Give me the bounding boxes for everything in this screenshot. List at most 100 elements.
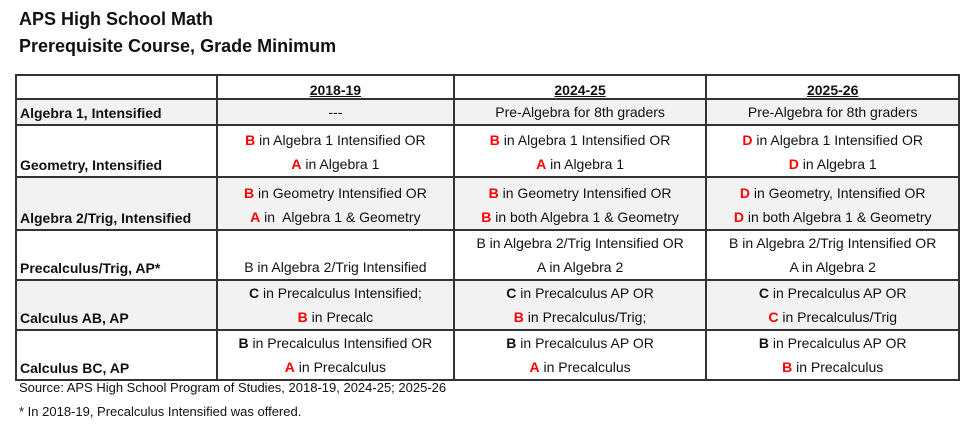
course-name: Calculus AB, AP xyxy=(15,279,218,331)
requirement-text: in Algebra 1 & Geometry xyxy=(260,209,421,225)
requirement-cell: C in Precalculus Intensified; B in Precal… xyxy=(216,279,455,331)
requirement-cell: B in Algebra 2/Trig Intensified xyxy=(216,229,455,281)
requirement-line: B in Precalculus AP OR xyxy=(710,331,955,355)
grade-letter: A xyxy=(291,156,302,172)
grade-letter: B xyxy=(244,259,254,275)
requirement-line: C in Precalculus/Trig xyxy=(710,305,955,329)
requirement-cell: B in Geometry Intensified OR B in both Al… xyxy=(452,176,708,231)
grade-letter: B xyxy=(481,209,492,225)
requirement-line: A in Precalculus xyxy=(221,355,450,379)
grade-letter: C xyxy=(506,285,517,301)
requirement-text: in Precalculus xyxy=(792,359,884,375)
requirement-cell: B in Geometry Intensified OR A in Algebra… xyxy=(216,176,455,231)
title-line-2: Prerequisite Course, Grade Minimum xyxy=(19,36,337,56)
grade-letter: B xyxy=(297,309,308,325)
requirement-text: in Precalculus AP OR xyxy=(769,285,907,301)
requirement-line: D in Geometry, Intensified OR xyxy=(710,181,955,205)
requirement-text: in Geometry Intensified OR xyxy=(254,185,427,201)
grade-letter: B xyxy=(488,185,499,201)
requirement-cell: B in Algebra 2/Trig Intensified OR A in A… xyxy=(452,229,708,281)
header-row: 2018-19 2024-25 2025-26 xyxy=(15,74,960,100)
requirement-text: in Precalculus AP OR xyxy=(769,335,907,351)
requirement-text: in Algebra 1 Intensified OR xyxy=(752,132,923,148)
footnote: * In 2018-19, Precalculus Intensified wa… xyxy=(19,404,302,419)
requirement-cell: D in Geometry, Intensified OR D in both A… xyxy=(705,176,960,231)
requirement-text: in Precalculus/Trig; xyxy=(523,309,647,325)
requirement-cell: B in Precalculus AP OR A in Precalculus xyxy=(452,329,708,381)
requirement-text: in Algebra 2/Trig Intensified OR xyxy=(485,235,684,251)
grade-letter: A xyxy=(250,209,261,225)
requirement-text: in Precalculus Intensified; xyxy=(259,285,422,301)
grade-letter: D xyxy=(742,132,753,148)
grade-letter: A xyxy=(536,156,547,172)
requirement-line: B in Precalculus xyxy=(710,355,955,379)
requirement-line: B in Geometry Intensified OR xyxy=(458,181,703,205)
requirement-line: A in Algebra 1 & Geometry xyxy=(221,205,450,229)
course-name: Geometry, Intensified xyxy=(15,124,218,178)
requirement-cell: C in Precalculus AP OR C in Precalculus/T… xyxy=(705,279,960,331)
grade-letter: A xyxy=(529,359,540,375)
requirement-text: in Precalculus AP OR xyxy=(516,335,654,351)
table-row: Calculus AB, AP C in Precalculus Intensif… xyxy=(15,279,960,331)
requirement-line: A in Algebra 2 xyxy=(458,255,703,279)
page-title: APS High School Math Prerequisite Course… xyxy=(19,6,336,60)
grade-letter: B xyxy=(476,235,486,251)
requirement-line: B in Algebra 1 Intensified OR xyxy=(221,128,450,152)
requirement-line: D in Algebra 1 Intensified OR xyxy=(710,128,955,152)
requirement-line: B in Algebra 1 Intensified OR xyxy=(458,128,703,152)
requirement-text: Pre-Algebra for 8th graders xyxy=(747,104,918,120)
requirement-text: in Precalculus xyxy=(539,359,631,375)
requirement-line: B in Geometry Intensified OR xyxy=(221,181,450,205)
requirement-line: B in Precalculus Intensified OR xyxy=(221,331,450,355)
requirement-text: in Precalculus AP OR xyxy=(516,285,654,301)
requirement-text: in Algebra 1 xyxy=(798,156,877,172)
table-row: Calculus BC, AP B in Precalculus Intensif… xyxy=(15,329,960,381)
requirement-line: B in Algebra 2/Trig Intensified OR xyxy=(710,231,955,255)
requirement-line: A in Algebra 1 xyxy=(221,152,450,176)
requirement-text: in both Algebra 1 & Geometry xyxy=(491,209,679,225)
table-row: Geometry, Intensified B in Algebra 1 Inte… xyxy=(15,124,960,178)
requirement-line: C in Precalculus AP OR xyxy=(710,281,955,305)
grade-letter: D xyxy=(739,185,750,201)
course-name: Precalculus/Trig, AP* xyxy=(15,229,218,281)
requirement-line: --- xyxy=(221,100,450,124)
header-2025-26: 2025-26 xyxy=(705,74,960,100)
requirement-text: in Algebra 2/Trig Intensified OR xyxy=(738,235,937,251)
requirement-line: C in Precalculus AP OR xyxy=(458,281,703,305)
requirement-line: B in Precalculus/Trig; xyxy=(458,305,703,329)
requirement-cell: Pre-Algebra for 8th graders xyxy=(452,98,708,126)
header-2018-19: 2018-19 xyxy=(216,74,455,100)
requirement-cell: Pre-Algebra for 8th graders xyxy=(705,98,960,126)
requirement-text: in both Algebra 1 & Geometry xyxy=(743,209,932,225)
requirement-line: D in both Algebra 1 & Geometry xyxy=(710,205,955,229)
requirement-text: in Algebra 2 xyxy=(798,259,876,275)
prerequisite-table: 2018-19 2024-25 2025-26 Algebra 1, Inten… xyxy=(15,74,960,381)
requirement-line: B in Precalc xyxy=(221,305,450,329)
requirement-line: A in Precalculus xyxy=(458,355,703,379)
requirement-text: in Algebra 1 Intensified OR xyxy=(255,132,426,148)
requirement-text: in Algebra 1 xyxy=(301,156,380,172)
header-blank xyxy=(15,74,218,100)
requirement-line: Pre-Algebra for 8th graders xyxy=(710,100,955,124)
grade-letter: C xyxy=(768,309,779,325)
requirement-text: in Precalc xyxy=(307,309,374,325)
grade-letter: A xyxy=(284,359,295,375)
requirement-text: in Algebra 2 xyxy=(545,259,624,275)
requirement-text: Pre-Algebra for 8th graders xyxy=(495,104,665,120)
requirement-line: A in Algebra 1 xyxy=(458,152,703,176)
requirement-cell: B in Precalculus AP OR B in Precalculus xyxy=(705,329,960,381)
requirement-line: B in Algebra 2/Trig Intensified OR xyxy=(458,231,703,255)
requirement-line: A in Algebra 2 xyxy=(710,255,955,279)
header-2024-25: 2024-25 xyxy=(452,74,708,100)
requirement-text: in Precalculus Intensified OR xyxy=(248,335,433,351)
requirement-cell: --- xyxy=(216,98,455,126)
requirement-line: B in both Algebra 1 & Geometry xyxy=(458,205,703,229)
grade-letter: B xyxy=(513,309,524,325)
requirement-text: in Geometry Intensified OR xyxy=(498,185,672,201)
requirement-text: --- xyxy=(328,104,343,120)
table-row: Precalculus/Trig, AP* B in Algebra 2/Trig… xyxy=(15,229,960,281)
title-line-1: APS High School Math xyxy=(19,9,214,29)
grade-letter: B xyxy=(506,335,517,351)
requirement-cell: B in Algebra 1 Intensified OR A in Algebr… xyxy=(216,124,455,178)
requirement-line: B in Algebra 2/Trig Intensified xyxy=(221,255,450,279)
